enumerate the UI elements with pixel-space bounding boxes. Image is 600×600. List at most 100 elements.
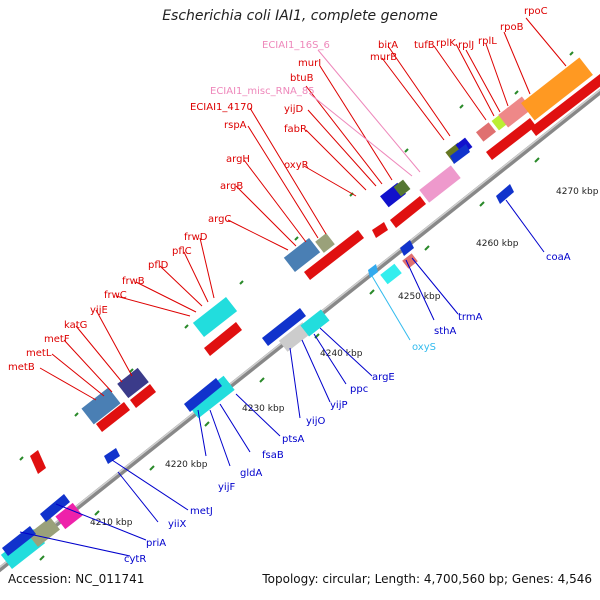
gene-label-birA: birA [378, 40, 398, 51]
gene-arrow-frwC [130, 384, 156, 408]
gene-arrow-metJ [104, 448, 120, 464]
gene-label-yiiX: yiiX [168, 519, 186, 530]
gene-label-frwB: frwB [122, 276, 145, 287]
gene-block-birA [476, 122, 496, 142]
gene-label-ECIAI1_4170: ECIAI1_4170 [190, 102, 253, 113]
gene-arrow-ptsA [262, 308, 306, 346]
gene-block-frwD [192, 296, 238, 338]
gene-label-fabR: fabR [284, 124, 307, 135]
gene-label-metF: metF [44, 334, 70, 345]
gene-label-yijF: yijF [218, 482, 235, 493]
gene-label-katG: katG [64, 320, 87, 331]
gene-label-murI: murI [298, 58, 321, 69]
scale-label-4240: 4240 kbp [320, 349, 363, 359]
rna-leader-lines [309, 49, 421, 177]
reverse-features [2, 144, 514, 556]
gene-block-argC [283, 238, 321, 272]
gene-label-ppc: ppc [350, 384, 368, 395]
gene-label-metJ: metJ [190, 506, 213, 517]
gene-block-argB [315, 233, 335, 253]
gene-label-trmA: trmA [458, 312, 483, 323]
oxyS-leader-line [371, 275, 411, 341]
gene-label-metL: metL [26, 348, 52, 359]
gene-block-yijO [278, 322, 312, 352]
scale-label-4270: 4270 kbp [556, 187, 599, 197]
gene-label-yijD: yijD [284, 104, 303, 115]
gene-label-coaA: coaA [546, 252, 571, 263]
forward-features [0, 57, 600, 570]
forward-labels: metB metL metF katG yijE frwC frwB pflD … [8, 6, 548, 373]
gene-block-left3 [55, 502, 83, 530]
rna-labels: ECIAI1_16S_6 ECIAI1_misc_RNA_85 [210, 40, 330, 97]
gene-block-oxyS [380, 263, 402, 285]
accession-text: Accession: NC_011741 [8, 572, 145, 586]
gene-arrow-argH [304, 230, 364, 280]
gene-label-yijE: yijE [90, 305, 108, 316]
gene-arrow-trmA [368, 264, 378, 278]
gene-label-argE: argE [372, 372, 395, 383]
scale-label-4210: 4210 kbp [90, 518, 133, 528]
gene-arrow-rev2 [450, 144, 470, 164]
gene-label-ECIAI1_16S_6: ECIAI1_16S_6 [262, 40, 330, 51]
genome-summary-text: Topology: circular; Length: 4,700,560 bp… [262, 572, 592, 586]
scale-label-4260: 4260 kbp [476, 239, 519, 249]
gene-label-argB: argB [220, 181, 243, 192]
gene-block-metL [117, 367, 149, 399]
map-title: Escherichia coli IAI1, complete genome [162, 8, 438, 24]
reverse-labels: cytR priA yiiX metJ yijF gldA fsaB ptsA … [124, 252, 571, 565]
gene-label-rpoB: rpoB [500, 22, 524, 33]
gene-label-gldA: gldA [240, 468, 262, 479]
gene-label-rpoC: rpoC [524, 6, 548, 17]
gene-arrow-yijD [390, 196, 426, 228]
gene-arrow-misc [30, 450, 46, 474]
gene-label-yijP: yijP [330, 400, 348, 411]
gene-arrow-argE [400, 240, 414, 256]
gene-block-left2 [28, 517, 60, 547]
gene-label-btuB: btuB [290, 73, 314, 84]
gene-block-metB [81, 387, 121, 425]
gene-arrow-gldA [184, 378, 222, 412]
tick-marks [19, 51, 574, 561]
scale-labels: 4210 kbp 4220 kbp 4230 kbp 4240 kbp 4250… [90, 187, 599, 528]
gene-label-rplJ: rplJ [458, 40, 474, 51]
gene-label-ECIAI1_misc_RNA_85: ECIAI1_misc_RNA_85 [210, 86, 315, 97]
gene-label-frwC: frwC [104, 290, 127, 301]
gene-label-cytR: cytR [124, 554, 146, 565]
gene-label-oxyR: oxyR [284, 160, 309, 171]
gene-label-fsaB: fsaB [262, 450, 284, 461]
reverse-leader-lines [19, 199, 545, 557]
gene-label-oxyS: oxyS [412, 342, 436, 353]
gene-block-yijF [187, 375, 235, 419]
gene-block-fabR [393, 179, 411, 197]
gene-block-btuB [419, 165, 461, 203]
gene-arrow-pflD [204, 322, 242, 356]
gene-label-murB: murB [370, 52, 397, 63]
gene-label-sthA: sthA [434, 326, 456, 337]
gene-label-yijO: yijO [306, 416, 325, 427]
gene-label-metB: metB [8, 362, 35, 373]
gene-label-pflD: pflD [148, 260, 169, 271]
gene-label-pflC: pflC [172, 246, 192, 257]
gene-label-argH: argH [226, 154, 250, 165]
gene-arrow-coaA [496, 184, 514, 204]
gene-arrow-rpoC [530, 74, 600, 136]
gene-label-rplK: rplK [436, 38, 456, 49]
gene-block-rpoB [521, 57, 593, 121]
scale-label-4250: 4250 kbp [398, 292, 441, 302]
gene-arrow-katG [96, 402, 130, 432]
scale-label-4220: 4220 kbp [165, 460, 208, 470]
gene-label-priA: priA [146, 538, 166, 549]
gene-label-rspA: rspA [224, 120, 247, 131]
gene-arrow-rspA [372, 222, 388, 238]
gene-arrow-priA [40, 494, 70, 522]
scale-label-4230: 4230 kbp [242, 404, 285, 414]
gene-label-argC: argC [208, 214, 231, 225]
forward-leader-lines [39, 17, 567, 401]
gene-label-tufB: tufB [414, 40, 435, 51]
gene-label-frwD: frwD [184, 232, 208, 243]
gene-arrow-rplL [486, 118, 536, 160]
gene-label-rplL: rplL [478, 36, 497, 47]
gene-label-ptsA: ptsA [282, 434, 304, 445]
gene-block-sthA [402, 253, 418, 269]
